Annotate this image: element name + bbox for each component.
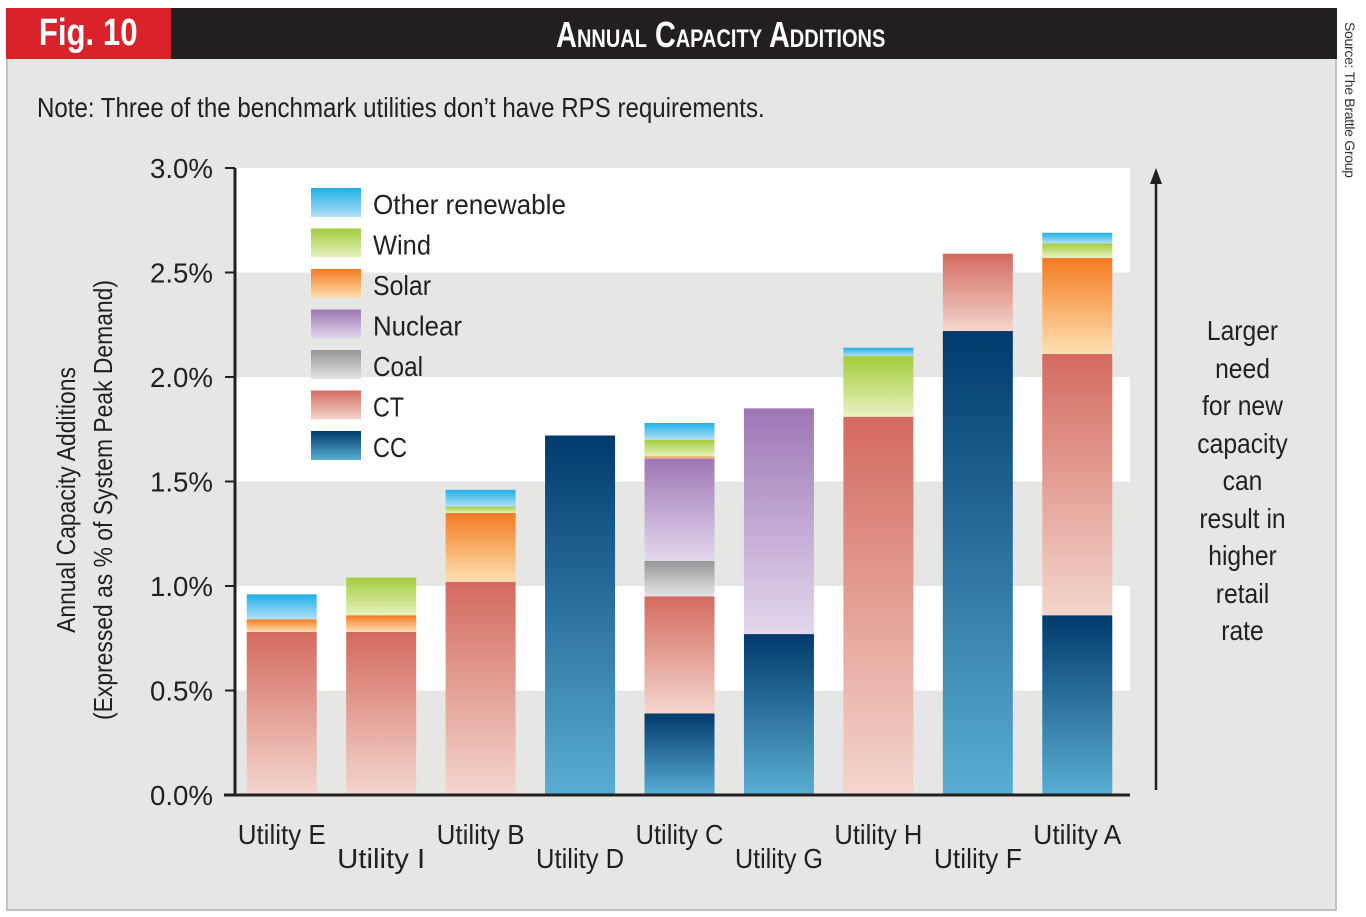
side-annotation-line: capacity: [1197, 427, 1288, 459]
x-category-label: Utility B: [437, 819, 525, 850]
x-category-label: Utility A: [1033, 819, 1121, 850]
bar-segment-cc: [545, 435, 616, 795]
bar-segment-other-renewable: [445, 489, 516, 507]
x-category-label: Utility C: [636, 819, 724, 850]
y-tick-label: 1.0%: [150, 571, 213, 602]
x-category-label: Utility I: [337, 843, 425, 874]
bar-segment-ct: [843, 416, 914, 795]
bar-segment-nuclear: [743, 408, 814, 635]
bar-stack-utility-e: [246, 594, 317, 795]
legend-item-solar: Solar: [311, 269, 431, 301]
legend-swatch: [311, 269, 361, 298]
bar-segment-solar: [1042, 257, 1113, 355]
bar-segment-solar: [445, 512, 516, 582]
chart-title: Annual Capacity Additions: [556, 14, 886, 55]
bar-stack-utility-d: [545, 435, 616, 795]
y-tick-label: 0.5%: [150, 676, 213, 707]
bar-segment-cc: [942, 331, 1013, 795]
bar-segment-ct: [942, 253, 1013, 332]
arrow-up-icon: [1150, 168, 1162, 184]
legend-item-wind: Wind: [311, 228, 431, 261]
legend-swatch: [311, 390, 361, 420]
side-annotation-line: result in: [1199, 502, 1286, 534]
y-tick-label: 2.5%: [150, 258, 213, 289]
bar-segment-wind: [1042, 243, 1113, 258]
y-tick-label: 2.0%: [150, 362, 213, 393]
side-annotation-line: Larger: [1206, 315, 1279, 346]
legend-item-other-renewable: Other renewable: [311, 188, 566, 220]
bar-stack-utility-b: [445, 489, 516, 795]
bar-segment-wind: [445, 506, 516, 513]
legend-label: Wind: [373, 230, 431, 261]
legend-item-ct: CT: [311, 390, 404, 423]
header-bar: [6, 8, 1337, 59]
side-annotation-line: need: [1215, 352, 1270, 384]
bar-segment-other-renewable: [644, 422, 715, 440]
legend-swatch: [311, 431, 361, 460]
legend-swatch: [311, 188, 361, 217]
bar-segment-solar: [644, 456, 715, 459]
legend-label: Coal: [373, 351, 423, 382]
bar-segment-ct: [1042, 354, 1113, 616]
bar-stack-utility-g: [743, 408, 814, 795]
side-annotation-line: retail: [1215, 577, 1270, 609]
bar-segment-coal: [644, 560, 715, 597]
bar-segment-ct: [246, 631, 317, 795]
bar-segment-cc: [1042, 615, 1113, 795]
bar-stack-utility-a: [1042, 232, 1113, 795]
bar-segment-solar: [346, 615, 417, 632]
bar-segment-other-renewable: [1042, 232, 1113, 244]
side-annotation-line: for new: [1202, 390, 1283, 421]
legend-item-nuclear: Nuclear: [311, 309, 462, 342]
bar-segment-ct: [346, 631, 417, 795]
chart-note: Note: Three of the benchmark utilities d…: [37, 92, 765, 123]
bar-segment-cc: [743, 634, 814, 795]
legend-swatch: [311, 228, 361, 258]
bar-segment-ct: [445, 581, 516, 795]
increase-arrow: [1150, 168, 1162, 790]
legend-swatch: [311, 309, 361, 339]
side-annotation: Larger need for new capacity can result in hig…: [1185, 312, 1300, 650]
x-category-label: Utility E: [238, 819, 326, 850]
bar-stack-utility-h: [843, 347, 914, 795]
bar-stack-utility-f: [942, 253, 1013, 795]
side-annotation-line: rate: [1221, 615, 1264, 646]
bar-segment-wind: [346, 577, 417, 616]
legend-item-cc: CC: [311, 431, 407, 463]
legend-label: Other renewable: [373, 189, 566, 220]
x-category-label: Utility H: [834, 819, 922, 850]
legend-label: Solar: [373, 270, 431, 301]
y-tick-label: 0.0%: [150, 780, 213, 811]
bar-segment-other-renewable: [246, 594, 317, 620]
bar-segment-wind: [644, 439, 715, 457]
bar-segment-other-renewable: [843, 347, 914, 357]
bar-stack-utility-c: [644, 422, 715, 795]
legend-label: CT: [373, 392, 404, 423]
figure-number: Fig. 10: [6, 8, 171, 59]
side-annotation-line: can: [1222, 465, 1263, 496]
side-annotation-line: higher: [1208, 540, 1277, 571]
legend-label: Nuclear: [373, 311, 462, 342]
bar-segment-solar: [246, 619, 317, 632]
legend-swatch: [311, 350, 361, 379]
y-tick-label: 1.5%: [150, 467, 213, 498]
y-tick-label: 3.0%: [150, 153, 213, 184]
x-category-label: Utility F: [934, 843, 1022, 874]
legend-label: CC: [373, 432, 407, 463]
bar-segment-cc: [644, 713, 715, 795]
bar-segment-ct: [644, 596, 715, 714]
x-category-label: Utility G: [735, 843, 823, 874]
bar-stack-utility-i: [346, 577, 417, 795]
bar-segment-wind: [843, 356, 914, 417]
bar-segment-nuclear: [644, 458, 715, 561]
x-category-label: Utility D: [536, 843, 624, 874]
legend-item-coal: Coal: [311, 350, 423, 382]
